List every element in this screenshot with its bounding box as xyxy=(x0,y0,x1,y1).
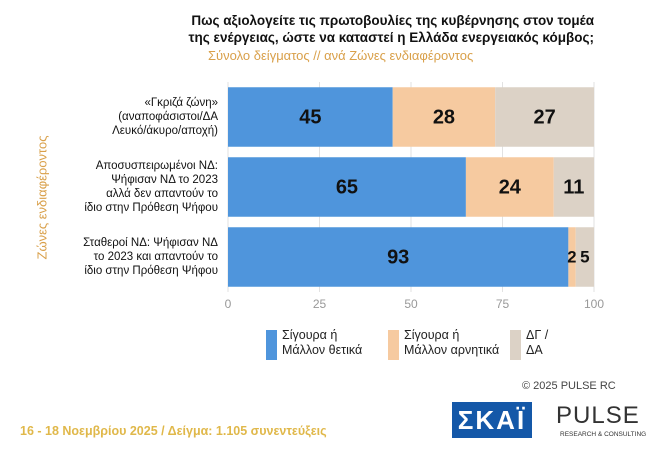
bar-segment xyxy=(228,157,466,217)
bar-segment xyxy=(568,227,576,287)
bar-segment xyxy=(228,87,393,147)
data-label: 11 xyxy=(563,176,584,198)
bar-segment xyxy=(575,227,594,287)
data-label: 27 xyxy=(533,106,555,128)
data-label: 93 xyxy=(387,246,409,268)
footer: 16 - 18 Νοεμβρίου 2025 / Δείγμα: 1.105 σ… xyxy=(20,424,327,438)
x-tick-label: 100 xyxy=(584,297,604,311)
data-label: 65 xyxy=(336,176,358,198)
data-label: 45 xyxy=(299,106,321,128)
y-tick-label: Σταθεροί ΝΔ: Ψήφισαν ΝΔ το 2023 και απαν… xyxy=(83,237,218,277)
logo: ΣΚΑΪ xyxy=(452,402,532,438)
y-tick-label: «Γκριζά ζώνη» (αναποφάσιστοι/ΔΑ Λευκό/άκ… xyxy=(112,97,218,137)
x-tick-label: 0 xyxy=(225,297,232,311)
logo: PULSE xyxy=(556,402,640,429)
bar-segment xyxy=(495,87,594,147)
x-tick-label: 25 xyxy=(313,297,327,311)
data-label: 24 xyxy=(499,176,522,198)
logo-subtitle: RESEARCH & CONSULTING xyxy=(560,431,647,438)
data-label: 2 xyxy=(567,247,576,266)
x-tick-label: 50 xyxy=(404,297,418,311)
legend-swatch xyxy=(510,330,521,360)
x-tick-label: 75 xyxy=(496,297,510,311)
bar-segment xyxy=(465,157,554,217)
y-tick-label: Αποσυσπειρωμένοι ΝΔ: Ψήφισαν ΝΔ το 2023 … xyxy=(84,160,218,214)
legend-swatch xyxy=(388,330,399,360)
data-label: 5 xyxy=(580,247,589,266)
legend-label: Σίγουρα ή Μάλλον θετικά xyxy=(282,328,363,357)
legend-swatch xyxy=(266,330,277,360)
bar-segment xyxy=(392,87,496,147)
chart-title: Πως αξιολογείτε τις πρωτοβουλίες της κυβ… xyxy=(188,13,594,45)
bar-segment xyxy=(228,227,569,287)
bar-segment xyxy=(553,157,594,217)
copyright: © 2025 PULSE RC xyxy=(522,380,616,392)
data-label: 28 xyxy=(433,106,455,128)
subtitle: Σύνολο δείγματος // ανά Ζώνες ενδιαφέρον… xyxy=(208,48,474,63)
legend-label: Σίγουρα ή Μάλλον αρνητικά xyxy=(404,328,500,357)
legend-label: ΔΓ / ΔΑ xyxy=(526,328,549,357)
